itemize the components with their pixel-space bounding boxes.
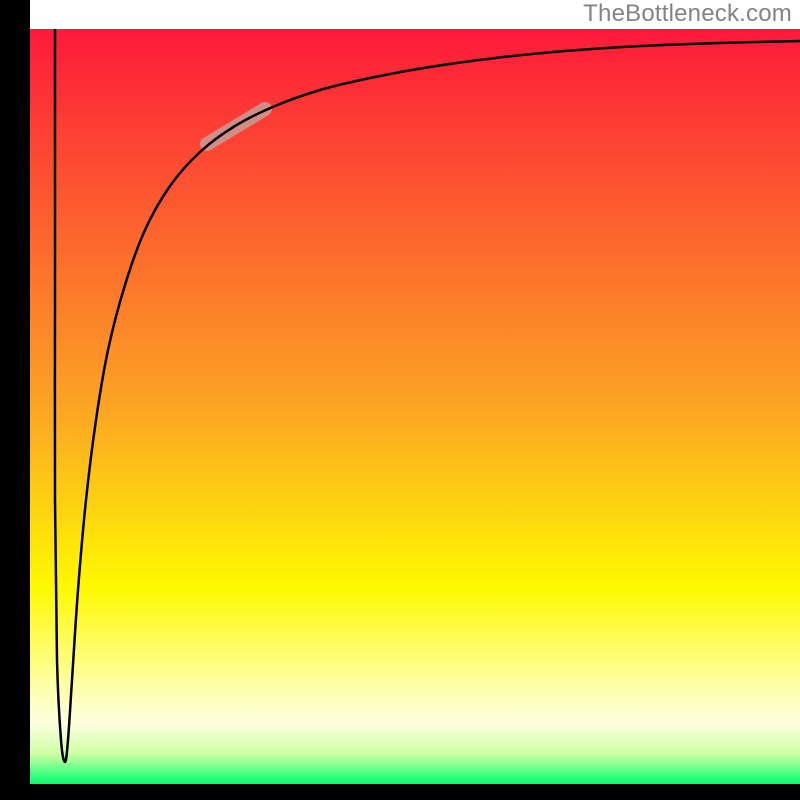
- axis-left-frame: [0, 0, 30, 800]
- axis-bottom-frame: [0, 784, 800, 800]
- watermark-text: TheBottleneck.com: [583, 0, 792, 28]
- chart-container: { "watermark": "TheBottleneck.com", "cha…: [0, 0, 800, 800]
- chart-background: [30, 29, 800, 784]
- bottleneck-curve-chart: [0, 0, 800, 800]
